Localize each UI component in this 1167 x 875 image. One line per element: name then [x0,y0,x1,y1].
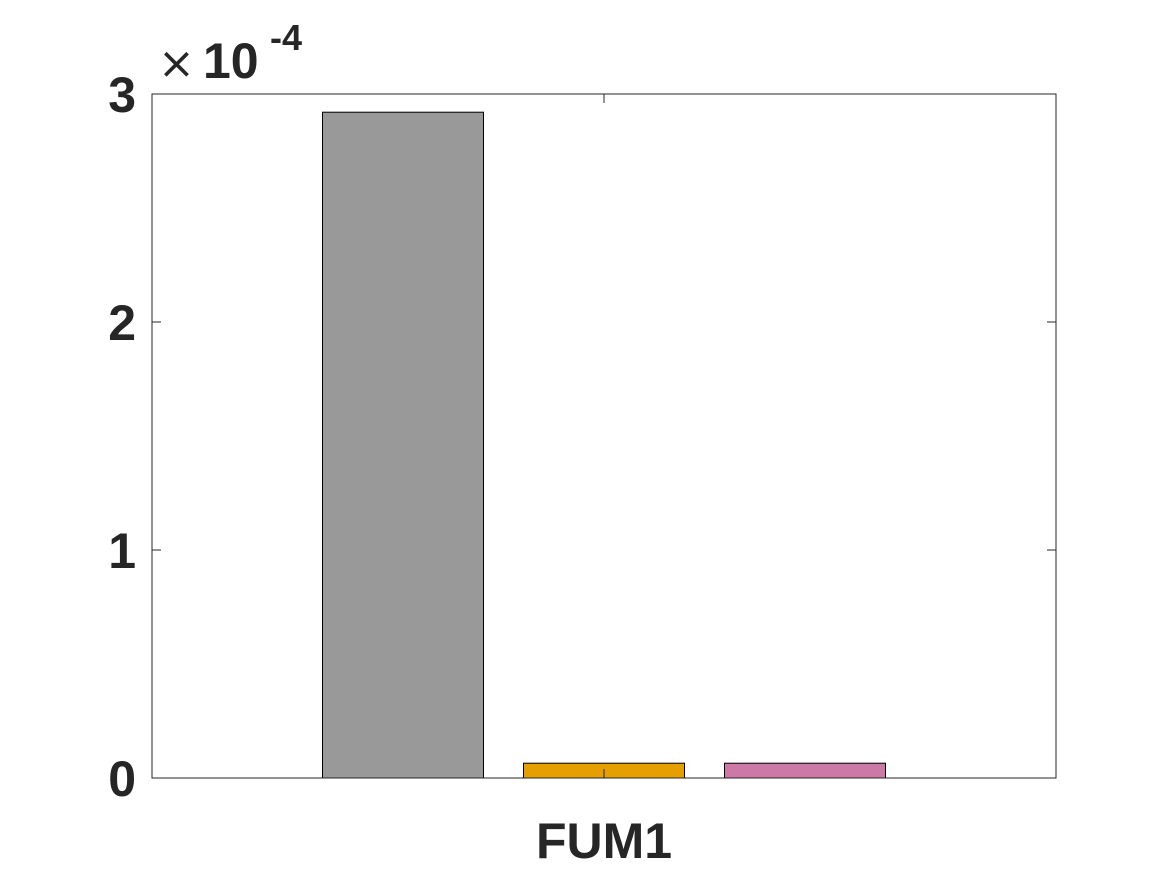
axes-box [151,93,1057,779]
bar-fum1-series-1 [322,111,484,779]
y-exponent-base: 10 [203,33,259,89]
y-exponent-label: × 10 -4 [158,17,302,89]
y-exponent-power: -4 [270,17,302,58]
y-exponent-times: × [158,38,195,89]
y-tick-label: 3 [108,67,136,123]
x-tick-label: FUM1 [536,813,672,869]
bar-fum1-series-3 [724,762,886,779]
y-tick-label: 2 [108,295,136,351]
bars-layer [322,111,886,779]
labels-layer: FUM1 0 1 2 3 [108,67,672,869]
ticks-layer [152,94,1056,778]
y-tick-label: 1 [108,523,136,579]
y-tick-label: 0 [108,751,136,807]
